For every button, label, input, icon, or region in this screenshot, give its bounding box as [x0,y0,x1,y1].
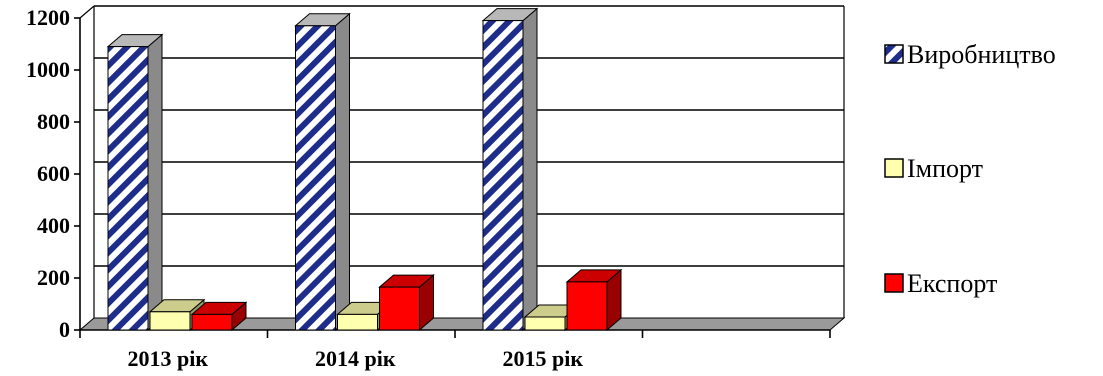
legend-label: Імпорт [907,154,983,183]
bar-side-face [522,7,538,332]
bar-import [148,298,206,332]
y-tick-label: 1000 [26,57,70,82]
legend-item: Імпорт [884,154,983,183]
x-category-label: 2013 рік [127,346,208,371]
bar-front-face [566,281,608,331]
y-tick-label: 1200 [26,5,70,30]
bar-front-face [337,313,378,331]
bar-side-face [335,12,350,332]
x-category-label: 2014 рік [315,346,396,371]
y-tick-label: 0 [59,317,70,342]
x-category-label: 2015 рік [502,346,583,371]
legend-item: Виробництво [884,40,1056,69]
bar-front-face [482,20,524,331]
bar-export [190,301,248,332]
bar-export [378,274,435,332]
plot-area: 0 200 400 600 800 1000 1200 2013 рік 2014 рік 201… [26,5,846,371]
legend-swatch [884,44,904,64]
bar-front-face [149,311,191,331]
y-axis-top-edge [79,5,95,19]
bar-front-face [191,313,233,331]
bar-side-face [147,33,163,332]
y-tick-label: 400 [37,213,70,238]
bar-production [294,12,351,332]
bar-production [106,33,164,332]
bar-front-face [295,25,336,331]
legend-swatch [884,158,904,178]
legend-swatch [884,273,904,293]
y-tick-label: 200 [37,265,70,290]
legend-label: Експорт [907,269,997,298]
bar-front-face [107,46,149,331]
bar-front-face [524,316,566,331]
bar-front-face [379,286,420,331]
y-tick-label: 800 [37,109,70,134]
y-tick-label: 600 [37,161,70,186]
legend-item: Експорт [884,269,997,298]
bar-production [481,7,539,332]
legend: Виробництво Імпорт Експорт [884,40,1056,298]
legend-label: Виробництво [907,40,1056,69]
bar-export [565,268,623,332]
